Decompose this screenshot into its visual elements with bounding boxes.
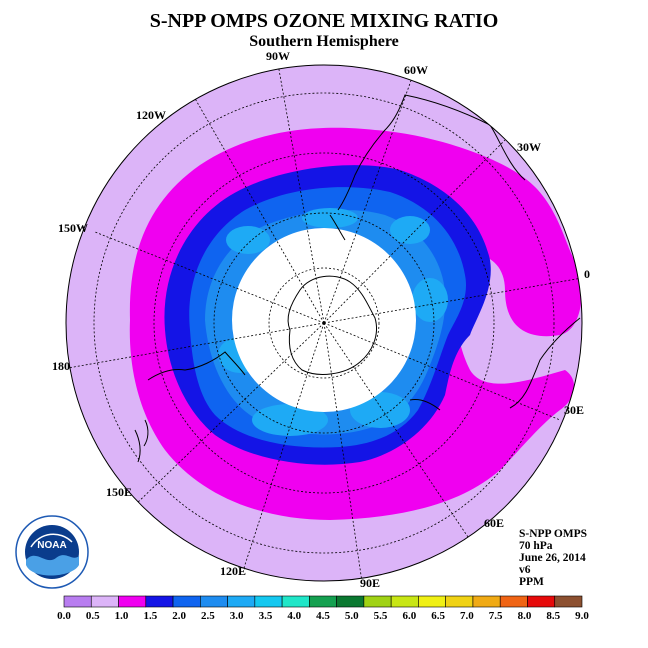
info-instrument: S-NPP OMPS bbox=[519, 528, 587, 540]
south-america-coast bbox=[337, 94, 526, 211]
colorbar-swatch bbox=[200, 595, 228, 608]
polar-map bbox=[66, 65, 582, 581]
colorbar-swatch bbox=[90, 595, 119, 608]
colorbar-tick-label: 2.5 bbox=[201, 610, 215, 622]
colorbar-swatch bbox=[336, 595, 365, 608]
colorbar-swatch bbox=[172, 595, 201, 608]
colorbar-swatch bbox=[254, 595, 283, 608]
lon-label-90w: 90W bbox=[266, 49, 290, 63]
colorbar-swatch bbox=[445, 595, 474, 608]
lon-label-60w: 60W bbox=[404, 63, 428, 77]
noaa-logo-text: NOAA bbox=[37, 540, 66, 551]
cyan-patch bbox=[302, 208, 358, 228]
lon-label-30w: 30W bbox=[517, 140, 541, 154]
colorbar-swatch bbox=[63, 595, 92, 608]
colorbar-swatch bbox=[554, 595, 583, 608]
antarctica-coast bbox=[287, 275, 377, 375]
colorbar-tick-label: 9.0 bbox=[575, 610, 589, 622]
lon-label-90e: 90E bbox=[360, 576, 380, 590]
lon-label-150w: 150W bbox=[58, 221, 88, 235]
colorbar-swatch bbox=[363, 595, 392, 608]
info-block: S-NPP OMPS 70 hPa June 26, 2014 v6 PPM bbox=[519, 528, 587, 588]
colorbar-tick-label: 8.5 bbox=[546, 610, 560, 622]
chile-coast bbox=[409, 399, 441, 411]
africa-coast bbox=[509, 317, 581, 409]
graticule bbox=[67, 65, 582, 581]
lon-label-150e: 150E bbox=[106, 485, 132, 499]
lon-label-120e: 120E bbox=[220, 564, 246, 578]
australia-coast bbox=[147, 351, 246, 381]
colorbar-swatch bbox=[499, 595, 528, 608]
colorbar-tick-label: 6.5 bbox=[431, 610, 445, 622]
map-title: S-NPP OMPS OZONE MIXING RATIO bbox=[150, 10, 499, 32]
colorbar-swatch bbox=[118, 595, 147, 608]
colorbar: 0.0 0.5 1.0 1.5 2.0 2.5 3.0 3.5 4.0 4.5 5.0 5.5 6.0 6… bbox=[57, 595, 589, 622]
lon-label-0: 0 bbox=[584, 267, 590, 281]
cyan-patch bbox=[252, 404, 328, 436]
colorbar-swatch bbox=[227, 595, 256, 608]
colorbar-swatch bbox=[309, 595, 337, 608]
new-zealand-coast bbox=[134, 419, 149, 463]
colorbar-swatch bbox=[472, 595, 501, 608]
colorbar-swatch bbox=[281, 595, 310, 608]
info-units: PPM bbox=[519, 576, 544, 588]
colorbar-tick-label: 0.0 bbox=[57, 610, 71, 622]
colorbar-tick-label: 7.5 bbox=[489, 610, 503, 622]
colorbar-swatch bbox=[145, 595, 174, 608]
colorbar-tick-label: 4.5 bbox=[316, 610, 330, 622]
colorbar-tick-label: 2.0 bbox=[172, 610, 186, 622]
cyan-patch bbox=[226, 226, 270, 254]
antarctic-peninsula bbox=[329, 214, 346, 241]
cyan-patch bbox=[412, 278, 448, 322]
ozone-hole-region bbox=[232, 228, 416, 412]
colorbar-swatch bbox=[527, 595, 556, 608]
lon-label-30e: 30E bbox=[564, 403, 584, 417]
noaa-logo: NOAA bbox=[15, 515, 89, 589]
longitude-labels: 90W 60W 120W 30W 150W 0 180 30E 150E 60E… bbox=[52, 49, 590, 590]
lon-label-180: 180 bbox=[52, 359, 70, 373]
colorbar-tick-label: 6.0 bbox=[402, 610, 416, 622]
colorbar-tick-label: 4.0 bbox=[287, 610, 301, 622]
colorbar-tick-label: 0.5 bbox=[86, 610, 100, 622]
colorbar-swatch bbox=[418, 595, 446, 608]
cyan-patch bbox=[390, 216, 430, 244]
colorbar-tick-label: 1.5 bbox=[143, 610, 157, 622]
coastlines bbox=[134, 94, 581, 463]
colorbar-tick-label: 3.5 bbox=[259, 610, 273, 622]
info-date: June 26, 2014 bbox=[519, 552, 586, 564]
lon-label-60e: 60E bbox=[484, 516, 504, 530]
map-subtitle: Southern Hemisphere bbox=[249, 33, 398, 50]
colorbar-tick-label: 5.5 bbox=[374, 610, 388, 622]
colorbar-swatch bbox=[390, 595, 419, 608]
colorbar-tick-label: 5.0 bbox=[345, 610, 359, 622]
map-border bbox=[65, 64, 583, 582]
colorbar-tick-label: 3.0 bbox=[230, 610, 244, 622]
info-version: v6 bbox=[519, 564, 531, 576]
info-level: 70 hPa bbox=[519, 540, 553, 552]
colorbar-tick-label: 7.0 bbox=[460, 610, 474, 622]
colorbar-tick-label: 8.0 bbox=[518, 610, 532, 622]
lon-label-120w: 120W bbox=[136, 108, 166, 122]
colorbar-tick-label: 1.0 bbox=[115, 610, 129, 622]
